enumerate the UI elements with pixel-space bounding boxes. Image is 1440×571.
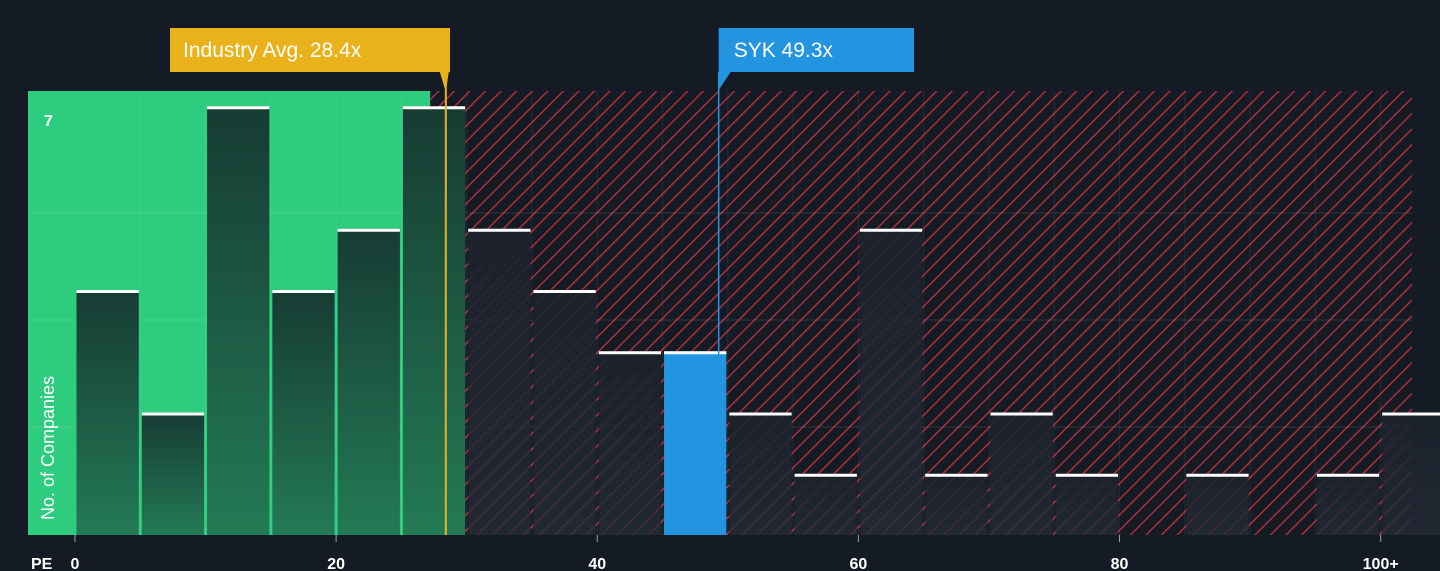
histogram-bar [859, 228, 923, 536]
industry-avg-label: Industry Avg. 28.4x [183, 39, 362, 62]
bars [76, 106, 1440, 536]
company-callout: SYK 49.3x [718, 28, 914, 90]
x-axis-ticks: 0 20 40 60 80 100+ [71, 535, 1399, 571]
histogram-bar [402, 106, 466, 535]
histogram-bar [729, 412, 792, 535]
x-tick-label: 0 [71, 556, 80, 571]
histogram-bar [794, 473, 857, 535]
y-axis-label: No. of Companies [38, 376, 58, 520]
histogram-bar [1382, 412, 1440, 535]
histogram-bar [925, 473, 988, 535]
x-tick-label: 100+ [1363, 556, 1399, 571]
x-tick-label: 40 [588, 556, 606, 571]
y-tick-label: 7 [44, 113, 53, 130]
x-axis-label: PE [31, 556, 53, 571]
histogram-bar [141, 412, 205, 535]
histogram-bar [272, 290, 335, 535]
x-tick-label: 60 [850, 556, 868, 571]
histogram-bar [990, 412, 1053, 535]
histogram-bar [598, 351, 662, 535]
histogram-bar [1186, 473, 1249, 535]
histogram-bar [1316, 473, 1380, 535]
histogram-bar [533, 290, 596, 535]
histogram-bar [468, 228, 531, 536]
industry-avg-callout-box [170, 28, 450, 92]
histogram-bar [664, 351, 727, 535]
histogram-bar [337, 228, 400, 536]
company-label: SYK 49.3x [734, 39, 834, 62]
histogram-bar [207, 106, 270, 535]
x-tick-label: 80 [1111, 556, 1129, 571]
histogram-bar [1055, 473, 1119, 535]
x-tick-label: 20 [327, 556, 345, 571]
grid-lines [28, 91, 1412, 535]
histogram-bar [76, 290, 139, 535]
industry-avg-callout: Industry Avg. 28.4x [170, 28, 450, 92]
company-callout-box [718, 28, 914, 90]
